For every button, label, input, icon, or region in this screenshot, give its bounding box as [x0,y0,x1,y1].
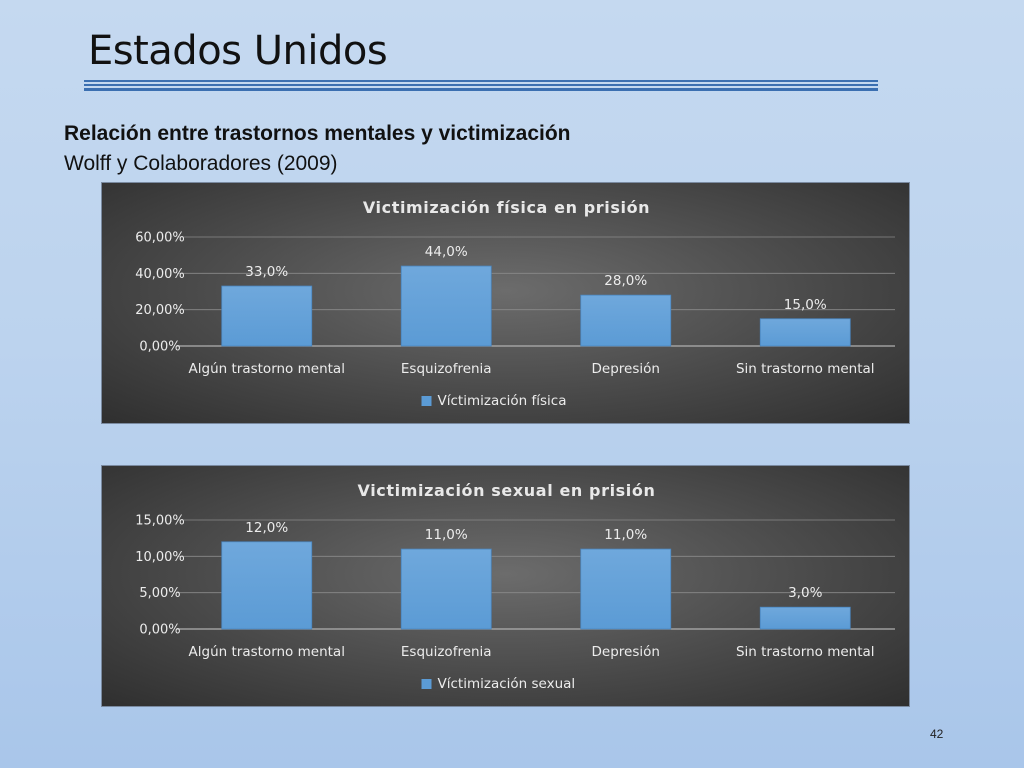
chart-2-legend-label: Víctimización sexual [438,676,576,692]
page-number: 42 [930,727,944,741]
chart-2-data-label: 11,0% [425,527,468,543]
chart-1-category-label: Sin trastorno mental [736,361,875,377]
chart-2-category-label: Esquizofrenia [401,644,492,660]
chart-2-data-label: 3,0% [788,585,822,601]
chart-2-legend-swatch [421,679,432,689]
title-underline [84,80,878,92]
chart-1-data-label: 44,0% [425,244,468,260]
chart-1-y-tick-label: 60,00% [135,231,185,246]
chart-1-y-tick-label: 40,00% [135,267,185,282]
slide-title: Estados Unidos [88,28,388,74]
chart-1-bar [580,294,672,347]
chart-2-category-label: Algún trastorno mental [189,644,345,660]
chart-2-data-label: 12,0% [245,520,288,536]
chart-2-y-tick-label: 15,00% [135,514,185,529]
chart-1-data-label: 28,0% [604,273,647,289]
chart-1-y-tick-label: 20,00% [135,303,185,318]
chart-1-y-tick-label: 0,00% [139,340,180,355]
chart-2-category-label: Depresión [592,644,660,660]
chart-2-y-tick-label: 5,00% [139,586,180,601]
chart-1-title: Victimización física en prisión [363,198,650,217]
chart-1-bar [400,265,492,347]
chart-2-y-tick-label: 0,00% [139,623,180,638]
chart-1-data-label: 15,0% [784,297,827,313]
chart-1-data-label: 33,0% [245,264,288,280]
chart-1-bar [759,318,851,347]
chart-2-data-label: 11,0% [604,527,647,543]
chart-sexual-svg: Victimización sexual en prisión 0,00% 5,00… [135,481,895,692]
chart-1-bar [221,285,313,347]
chart-1-category-label: Algún trastorno mental [189,361,345,377]
subtitle-authors: Wolff y Colaboradores (2009) [64,152,338,175]
chart-1-legend-swatch [421,396,432,406]
chart-1-legend-label: Víctimización física [438,393,567,409]
chart-physical-victimization: Victimización física en prisión 0,00% 20,0… [101,182,910,424]
chart-2-category-label: Sin trastorno mental [736,644,875,660]
chart-sexual-victimization: Victimización sexual en prisión 0,00% 5,00… [101,465,910,707]
chart-2-bar [400,548,492,630]
chart-2-y-tick-label: 10,00% [135,550,185,565]
chart-physical-svg: Victimización física en prisión 0,00% 20,0… [135,198,895,409]
chart-2-bar [580,548,672,630]
subtitle-bold: Relación entre trastornos mentales y vic… [64,122,571,145]
chart-1-category-label: Esquizofrenia [401,361,492,377]
chart-1-category-label: Depresión [592,361,660,377]
chart-2-bar [221,541,313,630]
chart-2-bar [759,606,851,630]
chart-2-title: Victimización sexual en prisión [358,481,656,500]
